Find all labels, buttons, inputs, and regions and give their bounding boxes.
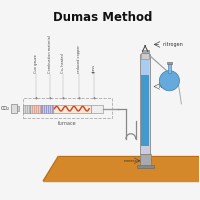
Text: glass: glass — [92, 64, 96, 73]
Bar — [30, 105, 41, 113]
Polygon shape — [43, 156, 199, 181]
Bar — [23, 105, 30, 113]
Text: Co₂ heated: Co₂ heated — [61, 53, 65, 73]
Bar — [140, 154, 151, 166]
Bar — [167, 62, 172, 64]
Circle shape — [159, 71, 179, 91]
Bar — [137, 165, 154, 168]
Polygon shape — [43, 156, 59, 181]
Bar — [17, 106, 19, 111]
Bar — [41, 105, 53, 113]
Bar — [141, 53, 149, 59]
Bar — [141, 75, 149, 146]
Bar — [91, 105, 103, 113]
Bar — [141, 59, 149, 75]
Text: CO₂: CO₂ — [1, 106, 10, 111]
Bar — [140, 54, 150, 154]
Bar — [23, 98, 112, 118]
Bar — [53, 105, 91, 113]
Text: furnace: furnace — [58, 121, 77, 126]
Text: nitrogen: nitrogen — [162, 42, 183, 47]
Text: Cuo gauze: Cuo gauze — [34, 54, 38, 73]
Text: KOH: KOH — [158, 84, 169, 89]
Text: Dumas Method: Dumas Method — [53, 11, 153, 24]
Text: mercury seal: mercury seal — [124, 159, 152, 163]
Text: Combustion material: Combustion material — [48, 35, 52, 73]
Text: reduced copper: reduced copper — [77, 45, 81, 73]
Bar — [168, 63, 171, 73]
Bar — [11, 104, 17, 113]
Bar — [142, 50, 149, 53]
